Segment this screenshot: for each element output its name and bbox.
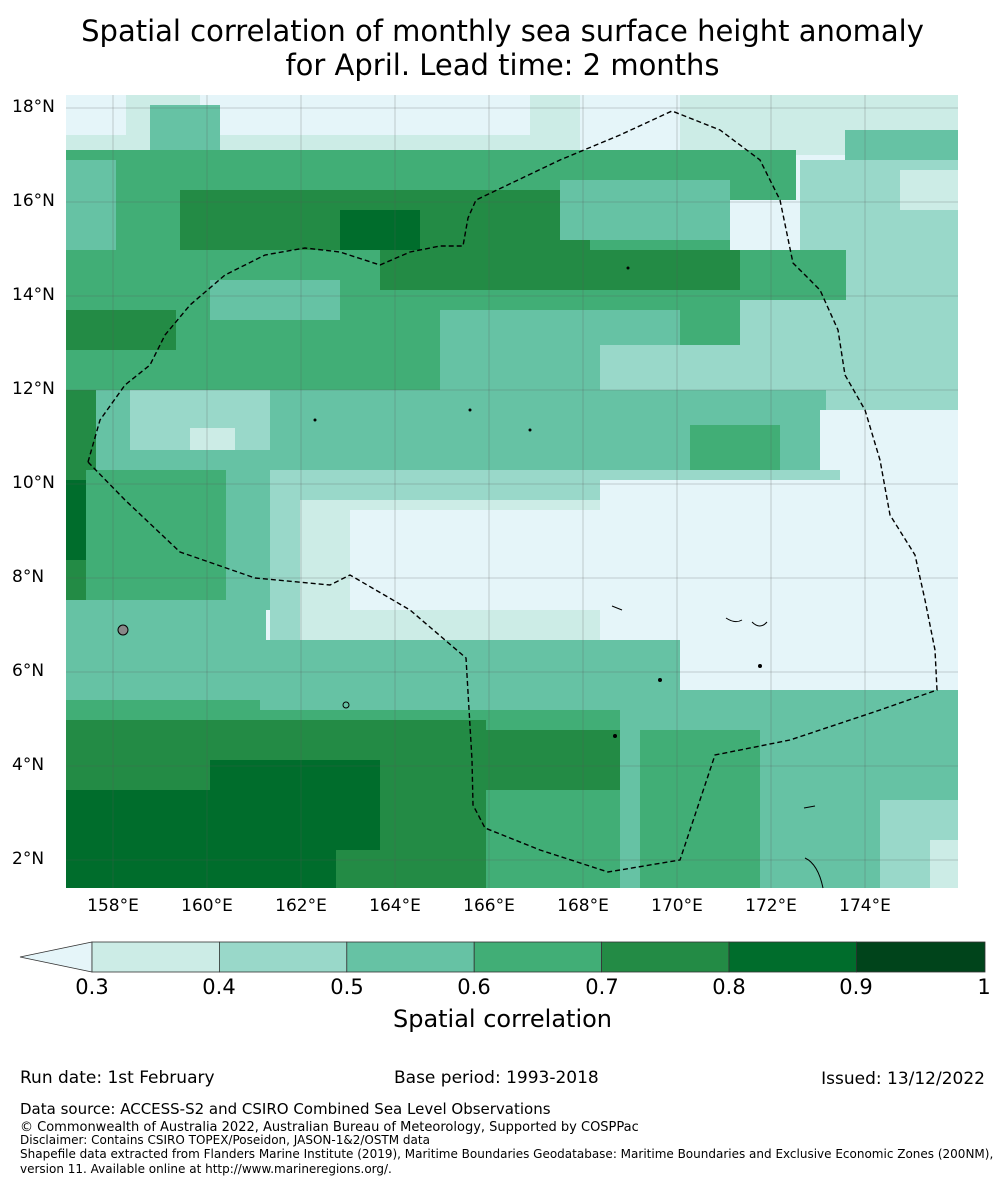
colorbar-bin-3 bbox=[346, 941, 475, 973]
colorbar-tick: 1 bbox=[977, 975, 991, 999]
x-tick-label: 166°E bbox=[463, 896, 515, 916]
colorbar-tick: 0.9 bbox=[839, 975, 873, 999]
y-tick-label: 16°N bbox=[12, 191, 55, 211]
colorbar-label: Spatial correlation bbox=[392, 1005, 613, 1033]
issued-date: Issued: 13/12/2022 bbox=[821, 1069, 985, 1089]
y-tick-label: 10°N bbox=[12, 473, 55, 493]
eez-boundary bbox=[87, 110, 938, 873]
graticule bbox=[66, 95, 958, 888]
x-tick-label: 158°E bbox=[87, 896, 139, 916]
x-tick-label: 164°E bbox=[369, 896, 421, 916]
base-period: Base period: 1993-2018 bbox=[394, 1068, 599, 1088]
colorbar-bin-5 bbox=[601, 941, 730, 973]
colorbar bbox=[19, 941, 986, 973]
colorbar-tick: 0.3 bbox=[75, 975, 109, 999]
colorbar-tick: 0.5 bbox=[330, 975, 364, 999]
colorbar-tick: 0.8 bbox=[712, 975, 746, 999]
colorbar-tick: 0.4 bbox=[202, 975, 236, 999]
title-line-1: Spatial correlation of monthly sea surfa… bbox=[81, 14, 924, 48]
colorbar-bin-4 bbox=[473, 941, 603, 973]
copyright: © Commonwealth of Australia 2022, Austra… bbox=[20, 1120, 639, 1135]
colorbar-extend-arrow bbox=[19, 941, 93, 973]
colorbar-bin-2 bbox=[218, 941, 348, 973]
y-tick-label: 2°N bbox=[12, 849, 45, 869]
colorbar-bin-1 bbox=[91, 941, 220, 973]
disclaimer: Disclaimer: Contains CSIRO TOPEX/Poseido… bbox=[20, 1133, 430, 1147]
run-date: Run date: 1st February bbox=[20, 1068, 215, 1088]
y-tick-label: 12°N bbox=[12, 379, 55, 399]
correlation-field bbox=[66, 95, 958, 888]
colorbar-tick: 0.6 bbox=[457, 975, 491, 999]
title-line-2: for April. Lead time: 2 months bbox=[285, 48, 720, 82]
x-tick-label: 172°E bbox=[745, 896, 797, 916]
y-tick-label: 8°N bbox=[12, 567, 45, 587]
colorbar-bin-6 bbox=[728, 941, 857, 973]
x-tick-label: 174°E bbox=[839, 896, 891, 916]
islands bbox=[117, 266, 824, 889]
x-tick-label: 170°E bbox=[651, 896, 703, 916]
y-tick-label: 14°N bbox=[12, 285, 55, 305]
colorbar-bin-7 bbox=[856, 941, 986, 973]
x-tick-label: 162°E bbox=[275, 896, 327, 916]
shapefile-credit-2: version 11. Available online at http://w… bbox=[20, 1162, 392, 1176]
y-tick-label: 4°N bbox=[12, 755, 45, 775]
map-title: Spatial correlation of monthly sea surfa… bbox=[0, 14, 1005, 82]
x-tick-label: 168°E bbox=[557, 896, 609, 916]
shapefile-credit-1: Shapefile data extracted from Flanders M… bbox=[20, 1147, 994, 1161]
data-source: Data source: ACCESS-S2 and CSIRO Combine… bbox=[20, 1100, 551, 1118]
x-tick-label: 160°E bbox=[181, 896, 233, 916]
y-tick-label: 18°N bbox=[12, 97, 55, 117]
y-tick-label: 6°N bbox=[12, 661, 45, 681]
colorbar-tick: 0.7 bbox=[585, 975, 619, 999]
